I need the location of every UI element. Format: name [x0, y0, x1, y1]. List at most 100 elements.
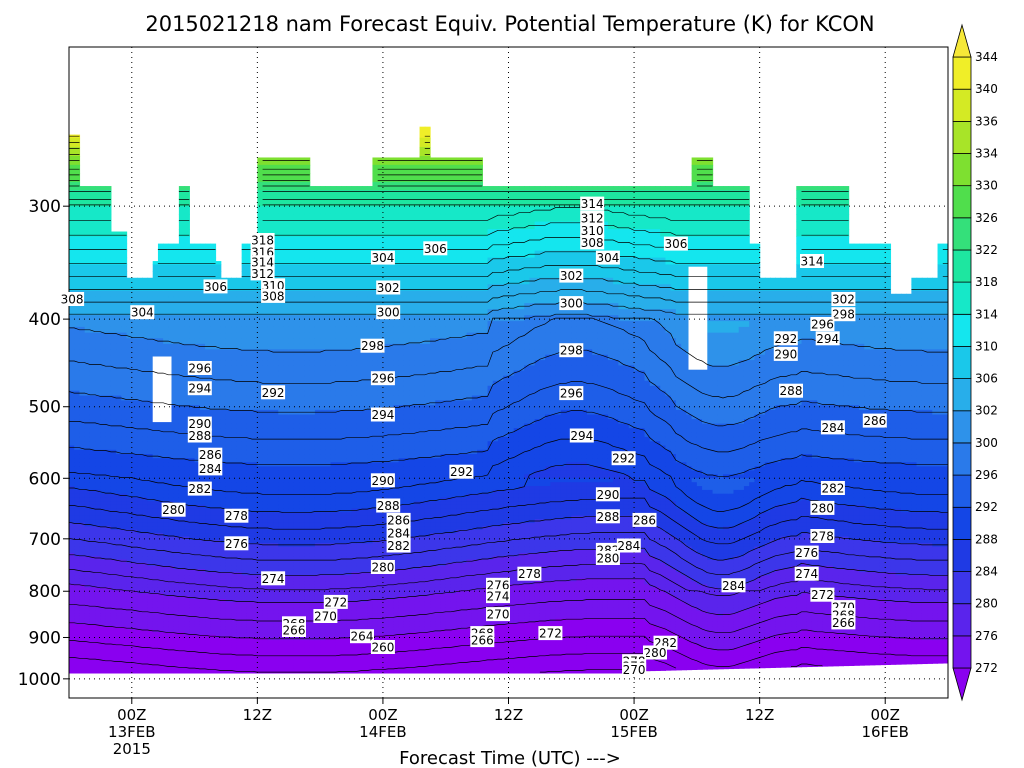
field-cell	[173, 626, 180, 631]
field-cell	[178, 601, 185, 606]
field-cell	[283, 515, 290, 520]
field-cell	[163, 271, 170, 279]
field-cell	[95, 593, 101, 597]
field-cell	[79, 637, 86, 641]
field-cell	[262, 519, 269, 524]
field-cell	[110, 489, 117, 495]
field-cell	[257, 474, 264, 479]
field-cell	[100, 575, 107, 579]
field-cell	[95, 519, 101, 524]
field-cell	[210, 504, 217, 510]
field-cell	[157, 553, 164, 557]
field-cell	[79, 198, 86, 207]
field-cell	[137, 400, 143, 406]
field-cell	[110, 454, 117, 459]
field-cell	[105, 515, 112, 520]
field-cell	[100, 504, 107, 510]
field-cell	[246, 343, 253, 350]
field-cell	[74, 610, 81, 614]
field-cell	[105, 271, 112, 279]
field-cell	[194, 309, 201, 316]
field-cell	[199, 243, 206, 252]
field-cell	[231, 445, 238, 451]
field-cell	[74, 236, 81, 245]
field-cell	[74, 575, 81, 579]
field-cell	[283, 445, 290, 451]
field-cell	[84, 624, 91, 628]
field-cell	[178, 236, 185, 245]
field-cell	[178, 645, 185, 649]
field-cell	[267, 508, 274, 513]
field-cell	[293, 360, 300, 366]
field-cell	[199, 315, 206, 322]
field-cell	[69, 146, 75, 157]
field-cell	[152, 522, 159, 527]
field-cell	[121, 533, 128, 538]
field-cell	[267, 309, 274, 316]
field-cell	[84, 321, 91, 328]
field-cell	[121, 349, 128, 356]
field-cell	[121, 599, 128, 603]
field-cell	[157, 504, 164, 510]
field-cell	[131, 423, 138, 429]
field-cell	[299, 290, 306, 298]
field-cell	[210, 400, 217, 406]
field-cell	[69, 640, 75, 644]
field-cell	[147, 652, 154, 656]
field-cell	[273, 343, 279, 350]
field-cell	[126, 395, 133, 401]
field-cell	[95, 186, 101, 191]
field-cell	[126, 519, 133, 524]
field-cell	[100, 647, 107, 651]
field-cell	[100, 303, 107, 310]
field-cell	[178, 343, 185, 350]
field-cell	[84, 621, 91, 625]
field-cell	[163, 667, 170, 671]
field-cell	[168, 343, 175, 350]
field-cell	[79, 236, 86, 245]
field-cell	[241, 271, 248, 279]
field-cell	[205, 395, 211, 401]
field-cell	[293, 375, 300, 382]
field-cell	[178, 556, 185, 561]
field-cell	[142, 642, 149, 646]
field-cell	[157, 672, 164, 674]
field-cell	[89, 470, 96, 475]
field-cell	[89, 414, 96, 420]
field-cell	[84, 569, 91, 573]
field-cell	[257, 343, 264, 350]
field-cell	[84, 470, 91, 475]
field-cell	[69, 569, 75, 573]
field-cell	[173, 250, 180, 259]
field-cell	[110, 338, 117, 345]
field-cell	[173, 650, 180, 654]
field-cell	[116, 593, 122, 597]
field-cell	[184, 257, 190, 266]
field-cell	[283, 338, 290, 345]
field-cell	[95, 309, 101, 316]
field-cell	[173, 543, 180, 548]
field-cell	[142, 526, 149, 531]
field-cell	[74, 277, 81, 285]
field-cell	[236, 470, 243, 475]
field-cell	[84, 236, 91, 245]
field-cell	[215, 264, 222, 272]
field-cell	[267, 157, 274, 166]
field-cell	[163, 590, 170, 594]
field-cell	[299, 229, 306, 237]
field-cell	[100, 565, 107, 570]
field-cell	[131, 370, 138, 377]
field-cell	[110, 277, 117, 285]
field-cell	[157, 640, 164, 644]
field-cell	[105, 543, 112, 548]
field-cell	[121, 596, 128, 600]
field-cell	[173, 610, 180, 614]
field-cell	[278, 271, 285, 279]
field-cell	[100, 370, 107, 377]
field-cell	[116, 493, 122, 499]
field-cell	[74, 380, 81, 387]
field-cell	[95, 590, 101, 594]
field-cell	[105, 380, 112, 387]
field-cell	[262, 414, 269, 420]
field-cell	[184, 526, 190, 531]
